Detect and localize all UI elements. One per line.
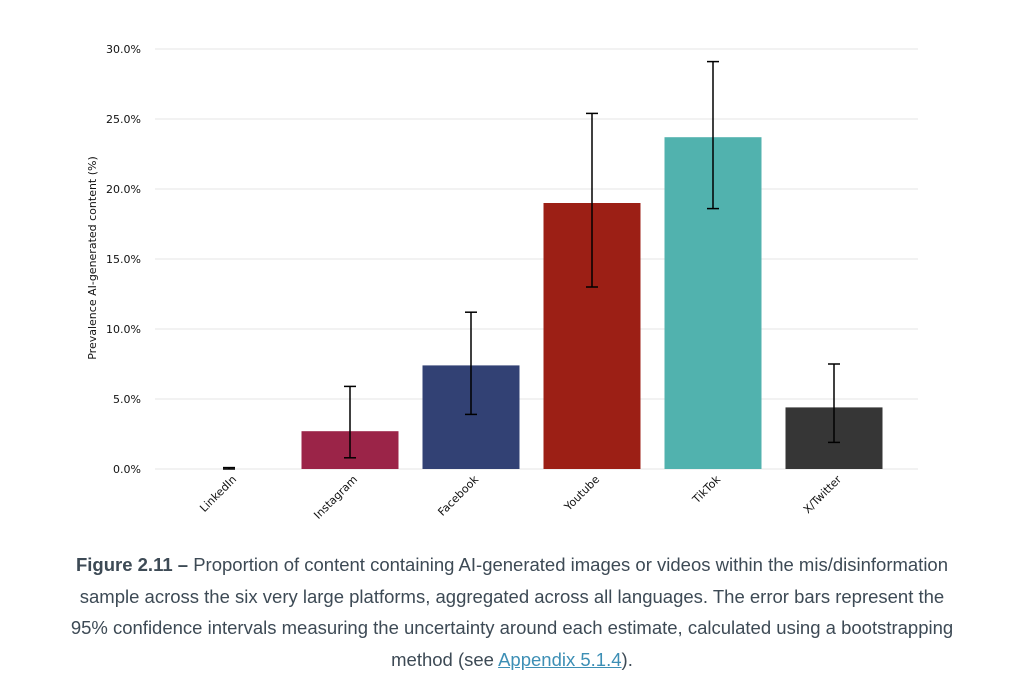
- grid-lines: [155, 48, 918, 470]
- y-axis-ticks: 0.0% 5.0% 10.0% 15.0% 20.0% 25.0% 30.0%: [106, 43, 141, 476]
- caption-tail: ).: [621, 648, 633, 670]
- x-axis-ticks: LinkedIn Instagram Facebook Youtube TikTok X/…: [197, 472, 844, 521]
- x-tick-label: Youtube: [561, 473, 602, 514]
- x-tick-label: Facebook: [435, 472, 481, 518]
- caption-label: Figure 2.11 –: [75, 554, 189, 575]
- y-tick-label: 20.0%: [106, 183, 141, 196]
- y-tick-label: 30.0%: [106, 43, 141, 56]
- x-tick-label: LinkedIn: [197, 473, 239, 515]
- error-bars: [223, 60, 840, 470]
- y-tick-label: 0.0%: [113, 463, 141, 476]
- x-tick-label: TikTok: [689, 472, 723, 506]
- x-tick-label: X/Twitter: [801, 473, 845, 517]
- x-tick-label: Instagram: [311, 473, 360, 522]
- appendix-link[interactable]: Appendix 5.1.4: [498, 648, 622, 670]
- bar-chart: 0.0% 5.0% 10.0% 15.0% 20.0% 25.0% 30.0% Linked…: [86, 43, 918, 522]
- y-tick-label: 5.0%: [113, 393, 141, 406]
- caption-text: Proportion of content containing AI-gene…: [70, 554, 954, 670]
- y-tick-label: 25.0%: [106, 113, 141, 126]
- y-axis-label: Prevalence AI-generated content (%): [86, 156, 99, 360]
- y-tick-label: 10.0%: [106, 323, 141, 336]
- figure-caption: Figure 2.11 – Proportion of content cont…: [60, 549, 964, 675]
- y-tick-label: 15.0%: [106, 253, 141, 266]
